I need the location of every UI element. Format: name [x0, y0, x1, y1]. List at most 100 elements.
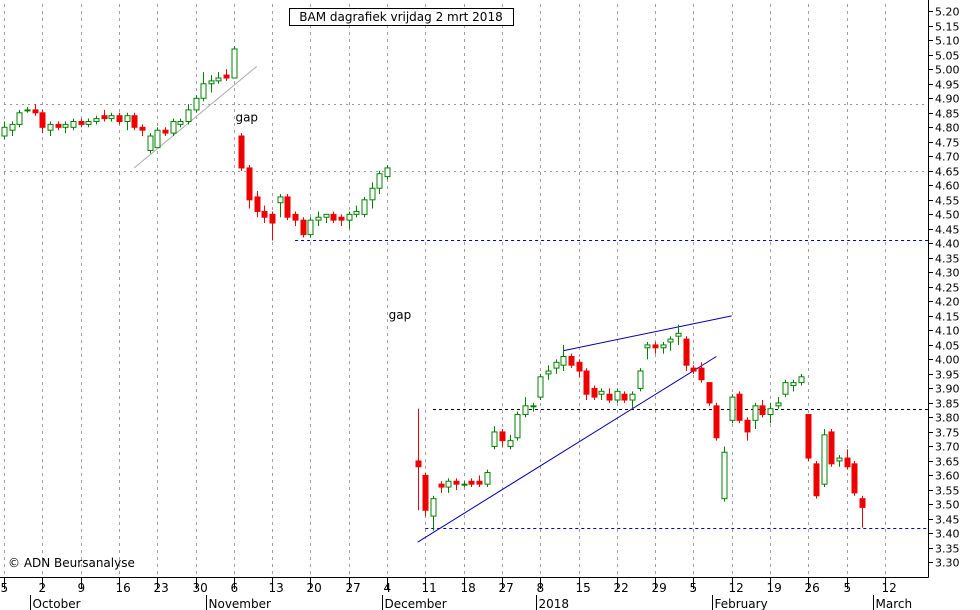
candle-down: [78, 118, 85, 128]
y-tick-label: 3.40: [935, 528, 960, 541]
candle-down: [851, 460, 858, 496]
candle-up: [484, 469, 491, 488]
candle-body: [376, 173, 383, 189]
y-tick-label: 4.30: [935, 267, 960, 280]
y-tick-label: 4.10: [935, 325, 960, 338]
y-tick-label: 3.95: [935, 369, 960, 382]
candle-down: [698, 362, 705, 383]
candle-up: [215, 72, 222, 84]
candle-body: [85, 121, 92, 125]
candle-body: [484, 472, 491, 485]
candle-body: [415, 460, 422, 468]
candle-down: [805, 414, 812, 461]
candle-body: [384, 167, 391, 178]
x-date-label: 2: [39, 581, 47, 595]
x-date-label: 18: [461, 581, 476, 595]
x-month-label: November: [209, 597, 271, 610]
candle-up: [729, 394, 736, 424]
candle-body: [499, 431, 506, 442]
candle-up: [461, 481, 468, 488]
y-tick-label: 4.85: [935, 108, 960, 121]
candle-body: [836, 457, 843, 462]
candle-body: [468, 480, 475, 485]
candle-up: [614, 388, 621, 403]
y-tick-label: 4.60: [935, 180, 960, 193]
candle-down: [706, 382, 713, 406]
candle-up: [47, 121, 54, 137]
y-tick-label: 4.20: [935, 296, 960, 309]
copyright-label: © ADN Beursanalyse: [8, 556, 135, 570]
x-date-label: 23: [154, 581, 169, 595]
candle-up: [154, 127, 161, 149]
candle-up: [775, 397, 782, 409]
candle-down: [576, 359, 583, 377]
candle-up: [315, 211, 322, 226]
gap-annotation: gap: [389, 308, 412, 322]
candle-body: [461, 483, 468, 486]
candle-body: [323, 213, 330, 218]
trend-line: [563, 315, 732, 352]
candle-down: [859, 495, 866, 528]
candle-down: [223, 69, 230, 81]
y-tick-label: 3.65: [935, 456, 960, 469]
x-date-label: 5: [844, 581, 852, 595]
candle-up: [16, 109, 23, 128]
candle-down: [468, 478, 475, 488]
y-tick-label: 3.85: [935, 398, 960, 411]
x-date-label: 27: [499, 581, 514, 595]
candle-body: [752, 405, 759, 421]
candle-body: [507, 440, 514, 447]
candle-up: [821, 429, 828, 488]
candle-body: [637, 370, 644, 389]
candle-down: [606, 388, 613, 403]
candle-body: [767, 408, 774, 416]
candle-body: [246, 167, 253, 201]
y-tick-label: 4.25: [935, 282, 960, 295]
y-tick-label: 4.40: [935, 238, 960, 251]
y-tick-label: 3.35: [935, 543, 960, 556]
candle-down: [652, 341, 659, 354]
y-tick-label: 3.45: [935, 514, 960, 527]
candle-up: [530, 402, 537, 412]
candle-up: [752, 402, 759, 430]
candle-down: [338, 214, 345, 226]
candle-up: [514, 411, 521, 441]
candle-body: [108, 115, 115, 120]
y-tick-label: 3.60: [935, 470, 960, 483]
candle-body: [790, 382, 797, 387]
candle-body: [162, 129, 169, 134]
candle-down: [300, 217, 307, 238]
candle-body: [798, 376, 805, 384]
candle-up: [277, 194, 284, 218]
candle-body: [292, 213, 299, 221]
x-date-label: 29: [652, 581, 667, 595]
y-tick-label: 5.20: [935, 6, 960, 19]
x-date-label: 16: [116, 581, 131, 595]
y-tick-label: 3.70: [935, 441, 960, 454]
candle-body: [537, 376, 544, 398]
candle-up: [445, 478, 452, 493]
trend-line: [133, 65, 258, 169]
candle-up: [93, 115, 100, 125]
candle-body: [1, 126, 8, 137]
candle-body: [177, 121, 184, 125]
candle-up: [346, 211, 353, 229]
candle-up: [108, 112, 115, 122]
candle-body: [307, 219, 314, 236]
x-month-label: February: [715, 597, 768, 610]
candle-body: [606, 393, 613, 401]
candle-body: [208, 80, 215, 85]
x-date-label: 9: [78, 581, 86, 595]
candle-body: [759, 405, 766, 416]
candle-up: [369, 182, 376, 209]
candle-down: [744, 417, 751, 441]
candle-body: [116, 115, 123, 123]
candle-body: [514, 414, 521, 439]
candle-down: [736, 391, 743, 424]
candle-down: [438, 481, 445, 493]
candle-body: [698, 367, 705, 381]
trend-line: [417, 356, 717, 543]
candle-body: [598, 390, 605, 395]
y-tick-label: 5.10: [935, 35, 960, 48]
